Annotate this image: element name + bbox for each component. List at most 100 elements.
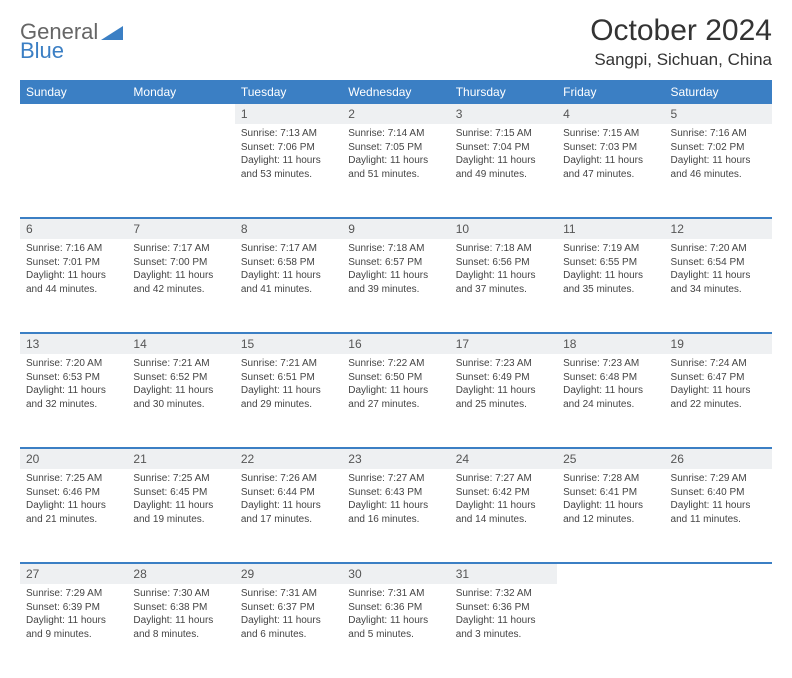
info-row: Sunrise: 7:16 AMSunset: 7:01 PMDaylight:… [20, 239, 772, 333]
day-info-cell: Sunrise: 7:27 AMSunset: 6:43 PMDaylight:… [342, 469, 449, 563]
sun-info: Sunrise: 7:29 AMSunset: 6:40 PMDaylight:… [669, 469, 768, 529]
day-info-cell: Sunrise: 7:20 AMSunset: 6:53 PMDaylight:… [20, 354, 127, 448]
sun-info: Sunrise: 7:18 AMSunset: 6:56 PMDaylight:… [454, 239, 553, 299]
day-number-cell: 2 [342, 104, 449, 124]
sun-info: Sunrise: 7:25 AMSunset: 6:46 PMDaylight:… [24, 469, 123, 529]
day-number-cell: 24 [450, 448, 557, 469]
day-number-cell: 14 [127, 333, 234, 354]
sun-info: Sunrise: 7:13 AMSunset: 7:06 PMDaylight:… [239, 124, 338, 184]
sun-info: Sunrise: 7:30 AMSunset: 6:38 PMDaylight:… [131, 584, 230, 644]
day-info-cell: Sunrise: 7:16 AMSunset: 7:02 PMDaylight:… [665, 124, 772, 218]
daynum-row: 12345 [20, 104, 772, 124]
day-number-cell: 7 [127, 218, 234, 239]
sun-info: Sunrise: 7:28 AMSunset: 6:41 PMDaylight:… [561, 469, 660, 529]
day-info-cell [127, 124, 234, 218]
day-number-cell: 29 [235, 563, 342, 584]
sun-info: Sunrise: 7:31 AMSunset: 6:37 PMDaylight:… [239, 584, 338, 644]
sun-info: Sunrise: 7:23 AMSunset: 6:48 PMDaylight:… [561, 354, 660, 414]
day-number-cell [665, 563, 772, 584]
day-info-cell: Sunrise: 7:14 AMSunset: 7:05 PMDaylight:… [342, 124, 449, 218]
day-info-cell: Sunrise: 7:20 AMSunset: 6:54 PMDaylight:… [665, 239, 772, 333]
day-info-cell: Sunrise: 7:17 AMSunset: 7:00 PMDaylight:… [127, 239, 234, 333]
day-number-cell: 5 [665, 104, 772, 124]
day-number-cell: 19 [665, 333, 772, 354]
sun-info: Sunrise: 7:19 AMSunset: 6:55 PMDaylight:… [561, 239, 660, 299]
daynum-row: 20212223242526 [20, 448, 772, 469]
info-row: Sunrise: 7:25 AMSunset: 6:46 PMDaylight:… [20, 469, 772, 563]
sun-info: Sunrise: 7:32 AMSunset: 6:36 PMDaylight:… [454, 584, 553, 644]
info-row: Sunrise: 7:20 AMSunset: 6:53 PMDaylight:… [20, 354, 772, 448]
sun-info: Sunrise: 7:16 AMSunset: 7:02 PMDaylight:… [669, 124, 768, 184]
sun-info: Sunrise: 7:15 AMSunset: 7:04 PMDaylight:… [454, 124, 553, 184]
day-number-cell: 23 [342, 448, 449, 469]
calendar-body: 12345Sunrise: 7:13 AMSunset: 7:06 PMDayl… [20, 104, 772, 678]
day-info-cell: Sunrise: 7:21 AMSunset: 6:51 PMDaylight:… [235, 354, 342, 448]
day-info-cell: Sunrise: 7:16 AMSunset: 7:01 PMDaylight:… [20, 239, 127, 333]
day-info-cell: Sunrise: 7:15 AMSunset: 7:03 PMDaylight:… [557, 124, 664, 218]
sun-info: Sunrise: 7:27 AMSunset: 6:42 PMDaylight:… [454, 469, 553, 529]
day-info-cell: Sunrise: 7:22 AMSunset: 6:50 PMDaylight:… [342, 354, 449, 448]
day-info-cell: Sunrise: 7:15 AMSunset: 7:04 PMDaylight:… [450, 124, 557, 218]
day-number-cell: 20 [20, 448, 127, 469]
day-info-cell [20, 124, 127, 218]
weekday-header: Saturday [665, 80, 772, 104]
day-number-cell: 30 [342, 563, 449, 584]
day-number-cell [127, 104, 234, 124]
logo-triangle-icon [101, 20, 123, 46]
sun-info: Sunrise: 7:31 AMSunset: 6:36 PMDaylight:… [346, 584, 445, 644]
logo-text-blue: Blue [20, 38, 64, 63]
day-number-cell: 10 [450, 218, 557, 239]
day-number-cell: 22 [235, 448, 342, 469]
day-info-cell: Sunrise: 7:31 AMSunset: 6:36 PMDaylight:… [342, 584, 449, 678]
sun-info: Sunrise: 7:16 AMSunset: 7:01 PMDaylight:… [24, 239, 123, 299]
day-info-cell: Sunrise: 7:13 AMSunset: 7:06 PMDaylight:… [235, 124, 342, 218]
day-info-cell: Sunrise: 7:27 AMSunset: 6:42 PMDaylight:… [450, 469, 557, 563]
day-number-cell: 21 [127, 448, 234, 469]
day-info-cell: Sunrise: 7:25 AMSunset: 6:45 PMDaylight:… [127, 469, 234, 563]
day-info-cell: Sunrise: 7:23 AMSunset: 6:49 PMDaylight:… [450, 354, 557, 448]
title-block: October 2024 Sangpi, Sichuan, China [590, 14, 772, 70]
day-number-cell: 18 [557, 333, 664, 354]
day-number-cell [557, 563, 664, 584]
day-number-cell: 12 [665, 218, 772, 239]
day-number-cell: 25 [557, 448, 664, 469]
weekday-header: Thursday [450, 80, 557, 104]
day-info-cell [665, 584, 772, 678]
day-number-cell: 27 [20, 563, 127, 584]
sun-info: Sunrise: 7:22 AMSunset: 6:50 PMDaylight:… [346, 354, 445, 414]
day-number-cell: 11 [557, 218, 664, 239]
info-row: Sunrise: 7:29 AMSunset: 6:39 PMDaylight:… [20, 584, 772, 678]
sun-info: Sunrise: 7:24 AMSunset: 6:47 PMDaylight:… [669, 354, 768, 414]
page-title: October 2024 [590, 14, 772, 48]
day-number-cell [20, 104, 127, 124]
weekday-header: Sunday [20, 80, 127, 104]
day-number-cell: 15 [235, 333, 342, 354]
day-info-cell: Sunrise: 7:23 AMSunset: 6:48 PMDaylight:… [557, 354, 664, 448]
day-number-cell: 9 [342, 218, 449, 239]
day-info-cell: Sunrise: 7:19 AMSunset: 6:55 PMDaylight:… [557, 239, 664, 333]
weekday-header: Tuesday [235, 80, 342, 104]
weekday-header: Friday [557, 80, 664, 104]
daynum-row: 2728293031 [20, 563, 772, 584]
calendar-table: SundayMondayTuesdayWednesdayThursdayFrid… [20, 80, 772, 678]
day-info-cell: Sunrise: 7:31 AMSunset: 6:37 PMDaylight:… [235, 584, 342, 678]
day-info-cell: Sunrise: 7:28 AMSunset: 6:41 PMDaylight:… [557, 469, 664, 563]
header: General October 2024 Sangpi, Sichuan, Ch… [20, 14, 772, 70]
weekday-header: Wednesday [342, 80, 449, 104]
day-number-cell: 31 [450, 563, 557, 584]
day-number-cell: 3 [450, 104, 557, 124]
day-number-cell: 6 [20, 218, 127, 239]
sun-info: Sunrise: 7:21 AMSunset: 6:52 PMDaylight:… [131, 354, 230, 414]
weekday-header: Monday [127, 80, 234, 104]
day-number-cell: 28 [127, 563, 234, 584]
weekday-header-row: SundayMondayTuesdayWednesdayThursdayFrid… [20, 80, 772, 104]
sun-info: Sunrise: 7:20 AMSunset: 6:53 PMDaylight:… [24, 354, 123, 414]
day-info-cell [557, 584, 664, 678]
daynum-row: 13141516171819 [20, 333, 772, 354]
day-number-cell: 16 [342, 333, 449, 354]
day-number-cell: 8 [235, 218, 342, 239]
day-info-cell: Sunrise: 7:25 AMSunset: 6:46 PMDaylight:… [20, 469, 127, 563]
sun-info: Sunrise: 7:26 AMSunset: 6:44 PMDaylight:… [239, 469, 338, 529]
location-text: Sangpi, Sichuan, China [590, 50, 772, 70]
day-number-cell: 1 [235, 104, 342, 124]
